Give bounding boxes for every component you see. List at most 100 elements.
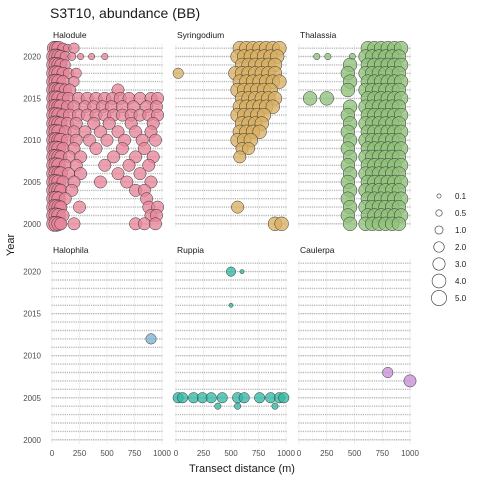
data-point (403, 374, 417, 388)
data-point (177, 392, 189, 404)
x-tick-label: 250 (320, 449, 334, 458)
data-point (231, 200, 245, 214)
data-point (122, 158, 136, 172)
legend-symbol (433, 241, 445, 253)
data-point (226, 266, 236, 277)
data-point (120, 175, 134, 189)
data-point (67, 52, 77, 61)
legend-symbol (436, 193, 442, 199)
x-tick-label: 0 (174, 449, 179, 458)
data-point (302, 91, 318, 106)
legend-symbol (435, 209, 443, 217)
data-point (89, 142, 103, 155)
panel-title-halodule: Halodule (53, 30, 87, 40)
x-tick-label: 1000 (401, 449, 419, 458)
legend-symbol (431, 273, 447, 289)
data-point (77, 53, 85, 61)
x-tick-label: 1000 (153, 449, 171, 458)
y-tick-label: 2005 (23, 178, 41, 187)
data-point (274, 216, 289, 231)
data-point (133, 167, 147, 181)
x-tick-label: 500 (224, 449, 238, 458)
data-point (271, 402, 279, 410)
data-point (342, 216, 358, 231)
legend-label: 0.5 (455, 209, 467, 218)
data-point (115, 142, 129, 155)
data-point (145, 333, 157, 345)
panel-title-halophila: Halophila (53, 245, 89, 255)
data-point (382, 367, 394, 379)
data-point (319, 91, 334, 106)
data-point (205, 392, 217, 404)
legend-label: 0.1 (455, 192, 467, 201)
x-tick-label: 750 (252, 449, 266, 458)
data-point (102, 117, 116, 130)
legend-label: 4.0 (455, 277, 467, 286)
data-point (242, 142, 256, 155)
legend-label: 3.0 (455, 260, 467, 269)
size-legend: 0.1 0.5 1.0 2.0 3.0 4.0 5.0 (431, 192, 467, 306)
panel-halodule: Halodule 2000 2005 2010 2015 2020 (23, 30, 165, 232)
panel-caulerpa: Caulerpa 0 250 500 750 1000 (297, 245, 420, 458)
data-point (214, 402, 222, 410)
legend-label: 2.0 (455, 243, 467, 252)
y-tick-label: 2010 (23, 136, 41, 145)
panel-title-syringodium: Syringodium (177, 30, 224, 40)
x-tick-label: 0 (297, 449, 302, 458)
x-tick-label: 750 (376, 449, 390, 458)
y-tick-label: 2015 (23, 310, 41, 319)
data-point (254, 392, 266, 404)
panel-thalassia: Thalassia (298, 30, 411, 231)
data-point (265, 99, 280, 114)
data-point (391, 216, 407, 231)
panel-halophila: Halophila 0 250 500 750 1000 2000 2005 2010 2015 2… (23, 245, 171, 458)
data-point (148, 217, 162, 231)
data-point (98, 158, 112, 172)
x-tick-label: 750 (128, 449, 142, 458)
data-point (216, 392, 228, 404)
x-tick-label: 250 (73, 449, 87, 458)
panel-title-caulerpa: Caulerpa (300, 245, 335, 255)
chart-title: S3T10, abundance (BB) (50, 5, 200, 21)
legend-label: 1.0 (455, 226, 467, 235)
legend-symbol (432, 257, 446, 271)
data-point (54, 217, 68, 231)
panel-title-ruppia: Ruppia (177, 245, 204, 255)
data-point (68, 42, 80, 54)
data-point (100, 133, 114, 147)
data-point (67, 217, 81, 231)
data-point (324, 53, 332, 61)
panel-syringodium: Syringodium (172, 30, 289, 231)
panel-title-thalassia: Thalassia (300, 30, 337, 40)
x-tick-label: 500 (348, 449, 362, 458)
y-tick-label: 2015 (23, 94, 41, 103)
y-axis-label: Year (5, 234, 17, 257)
data-point (137, 142, 151, 155)
legend-symbol (431, 290, 447, 306)
facet-panels: Halodule 2000 2005 2010 2015 2020 Syringodium T… (23, 30, 419, 458)
data-point (111, 167, 125, 181)
data-point (73, 200, 86, 214)
y-tick-label: 2020 (23, 53, 41, 62)
x-tick-label: 0 (50, 449, 55, 458)
legend-label: 5.0 (455, 294, 467, 303)
data-point (238, 392, 250, 404)
y-tick-label: 2005 (23, 394, 41, 403)
x-tick-label: 1000 (277, 449, 295, 458)
data-point (101, 53, 109, 61)
data-point (233, 150, 247, 164)
data-point (234, 402, 242, 410)
data-point (88, 53, 96, 61)
data-point (137, 217, 151, 231)
data-point (228, 302, 234, 308)
x-tick-label: 500 (100, 449, 114, 458)
data-point (278, 392, 290, 404)
y-tick-label: 2010 (23, 352, 41, 361)
data-point (313, 53, 321, 61)
data-point (107, 150, 121, 164)
data-point (93, 175, 107, 189)
data-point (340, 82, 356, 98)
data-point (142, 158, 156, 172)
